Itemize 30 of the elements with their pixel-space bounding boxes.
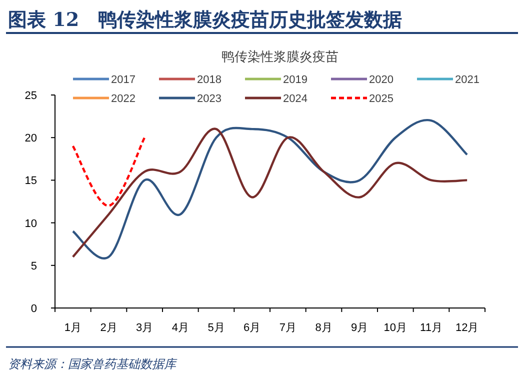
chart-subtitle: 鸭传染性浆膜炎疫苗 bbox=[222, 49, 338, 64]
y-tick-label: 15 bbox=[24, 175, 37, 188]
legend-label: 2017 bbox=[111, 74, 136, 86]
chart-title: 图表 12 鸭传染性浆膜炎疫苗历史批签发数据 bbox=[8, 9, 402, 31]
legend-label: 2025 bbox=[369, 93, 394, 105]
y-tick-label: 0 bbox=[30, 303, 37, 315]
x-tick-label: 6月 bbox=[244, 322, 261, 334]
x-tick-label: 2月 bbox=[100, 322, 118, 334]
legend-label: 2023 bbox=[197, 93, 222, 105]
legend-label: 2021 bbox=[455, 74, 480, 86]
x-tick-label: 7月 bbox=[279, 322, 296, 334]
x-tick-label: 3月 bbox=[136, 322, 154, 334]
legend-label: 2018 bbox=[197, 74, 222, 86]
x-tick-label: 4月 bbox=[172, 322, 189, 334]
x-tick-label: 8月 bbox=[315, 322, 332, 334]
x-tick-label: 9月 bbox=[351, 322, 368, 334]
x-tick-label: 11月 bbox=[420, 322, 442, 334]
legend-label: 2019 bbox=[283, 74, 308, 86]
y-tick-label: 5 bbox=[30, 260, 37, 272]
x-tick-label: 10月 bbox=[384, 322, 408, 334]
y-tick-label: 10 bbox=[24, 218, 37, 230]
y-tick-label: 25 bbox=[24, 90, 37, 102]
legend-label: 2024 bbox=[283, 93, 308, 105]
x-tick-label: 5月 bbox=[208, 322, 225, 334]
y-tick-label: 20 bbox=[24, 132, 37, 145]
x-tick-label: 12月 bbox=[455, 322, 479, 334]
legend-label: 2020 bbox=[369, 74, 394, 86]
legend-label: 2022 bbox=[111, 93, 136, 105]
text: 资料来源：国家兽药基础数据库 bbox=[8, 357, 178, 371]
x-tick-label: 1月 bbox=[64, 322, 82, 334]
